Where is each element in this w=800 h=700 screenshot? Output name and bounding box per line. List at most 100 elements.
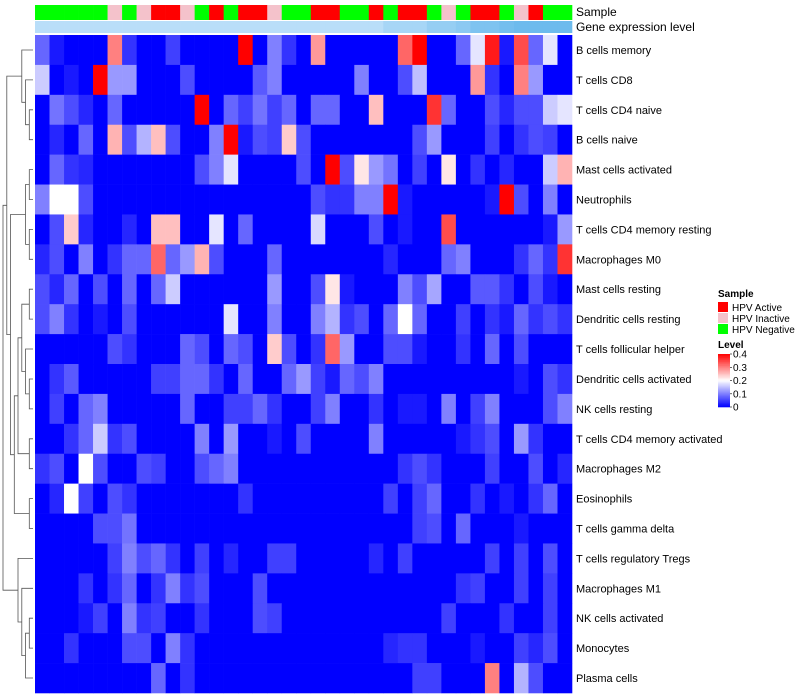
heatmap-cell [455, 334, 471, 365]
heatmap-cell [455, 274, 471, 305]
heatmap-cell [296, 154, 312, 185]
heatmap-cell [136, 94, 152, 126]
level-legend-gradient-step [718, 367, 730, 369]
heatmap-cell [397, 35, 413, 66]
heatmap-cell [209, 364, 224, 395]
level-legend-gradient-step [718, 399, 730, 401]
heatmap-cell [455, 573, 471, 604]
heatmap-cell [542, 453, 558, 484]
heatmap-cell [426, 603, 442, 634]
heatmap-cell [557, 304, 573, 335]
heatmap-cell [49, 633, 65, 664]
heatmap-cell [484, 633, 500, 664]
heatmap-cell [107, 214, 123, 245]
sample-legend-label: HPV Negative [732, 325, 795, 336]
heatmap-cell [194, 64, 210, 96]
expression-annotation-cell [339, 21, 355, 33]
heatmap-cell [426, 334, 442, 365]
heatmap-cell [325, 663, 341, 694]
heatmap-cell [49, 35, 65, 66]
heatmap-cell [339, 244, 355, 275]
heatmap-cell [267, 214, 283, 245]
heatmap-cell [455, 513, 471, 544]
heatmap-cell [78, 393, 94, 425]
heatmap-cell [455, 184, 471, 215]
heatmap-cell [368, 274, 384, 305]
level-legend: Level 0.4 0.3 0.2 0.1 0 [718, 340, 747, 414]
heatmap-cell [383, 603, 399, 634]
heatmap-cell [484, 214, 500, 245]
heatmap-cell [412, 184, 428, 215]
heatmap-cell [64, 633, 79, 664]
heatmap-cell [93, 573, 108, 604]
heatmap-cell [368, 393, 384, 425]
expression-annotation-cell [310, 21, 326, 33]
heatmap-cell [194, 364, 210, 395]
heatmap-cell [499, 513, 515, 544]
dendrogram-branch [28, 288, 33, 320]
heatmap-cell [267, 94, 283, 126]
heatmap-cell [281, 35, 297, 66]
heatmap-cell [441, 154, 457, 185]
heatmap-cell [93, 663, 108, 694]
heatmap-cell [107, 513, 123, 544]
heatmap-cell [281, 423, 297, 455]
heatmap-cell [441, 633, 457, 664]
heatmap-cell [64, 423, 79, 455]
heatmap-cell [296, 304, 312, 335]
expression-annotation-cell [383, 21, 399, 33]
heatmap-cell [455, 393, 471, 425]
row-label: Macrophages M1 [576, 583, 661, 595]
heatmap-cell [194, 214, 210, 245]
heatmap-cell [470, 453, 486, 484]
heatmap-cell [267, 393, 283, 425]
heatmap-cell [426, 513, 442, 544]
heatmap-cell [35, 573, 50, 604]
heatmap-cell [78, 334, 94, 365]
heatmap-cell [107, 124, 123, 155]
heatmap-cell [368, 513, 384, 544]
heatmap-cell [122, 543, 137, 574]
heatmap-cell [441, 334, 457, 365]
heatmap-cell [383, 214, 399, 245]
heatmap-cell [499, 154, 515, 185]
heatmap-cell [513, 513, 529, 544]
heatmap-cell [281, 663, 297, 694]
sample-annotation-cell [64, 5, 79, 20]
heatmap-cell [296, 364, 312, 395]
heatmap-cell [151, 184, 166, 215]
heatmap-cell [223, 453, 239, 484]
heatmap-cell [499, 543, 515, 574]
heatmap-cell [528, 214, 544, 245]
heatmap-cell [252, 35, 268, 66]
heatmap-cell [78, 513, 94, 544]
heatmap-cell [455, 423, 471, 455]
heatmap-cell [194, 453, 210, 484]
heatmap-cell [412, 64, 428, 96]
sample-annotation-cell [209, 5, 224, 20]
heatmap-cell [557, 274, 573, 305]
heatmap-cell [310, 423, 326, 455]
heatmap-cell [180, 334, 195, 365]
heatmap-cell [441, 423, 457, 455]
level-legend-title: Level [718, 340, 744, 351]
heatmap-cell [78, 663, 94, 694]
heatmap-cell [397, 483, 413, 514]
heatmap-cell [426, 543, 442, 574]
heatmap-cell [267, 304, 283, 335]
heatmap-cell [426, 304, 442, 335]
heatmap-cell [151, 513, 166, 544]
expression-annotation-cell [499, 21, 515, 33]
sample-annotation-cell [136, 5, 152, 20]
heatmap-cell [93, 64, 108, 96]
heatmap-cell [136, 663, 152, 694]
heatmap-cell [122, 513, 137, 544]
heatmap-cell [107, 483, 123, 514]
sample-annotation-cell [354, 5, 370, 20]
expression-annotation-label: Gene expression level [576, 20, 695, 34]
heatmap-cell [296, 94, 312, 126]
expression-annotation-cell [223, 21, 239, 33]
sample-annotation-cell [165, 5, 181, 20]
heatmap-cell [528, 364, 544, 395]
row-label: T cells CD8 [576, 75, 633, 87]
